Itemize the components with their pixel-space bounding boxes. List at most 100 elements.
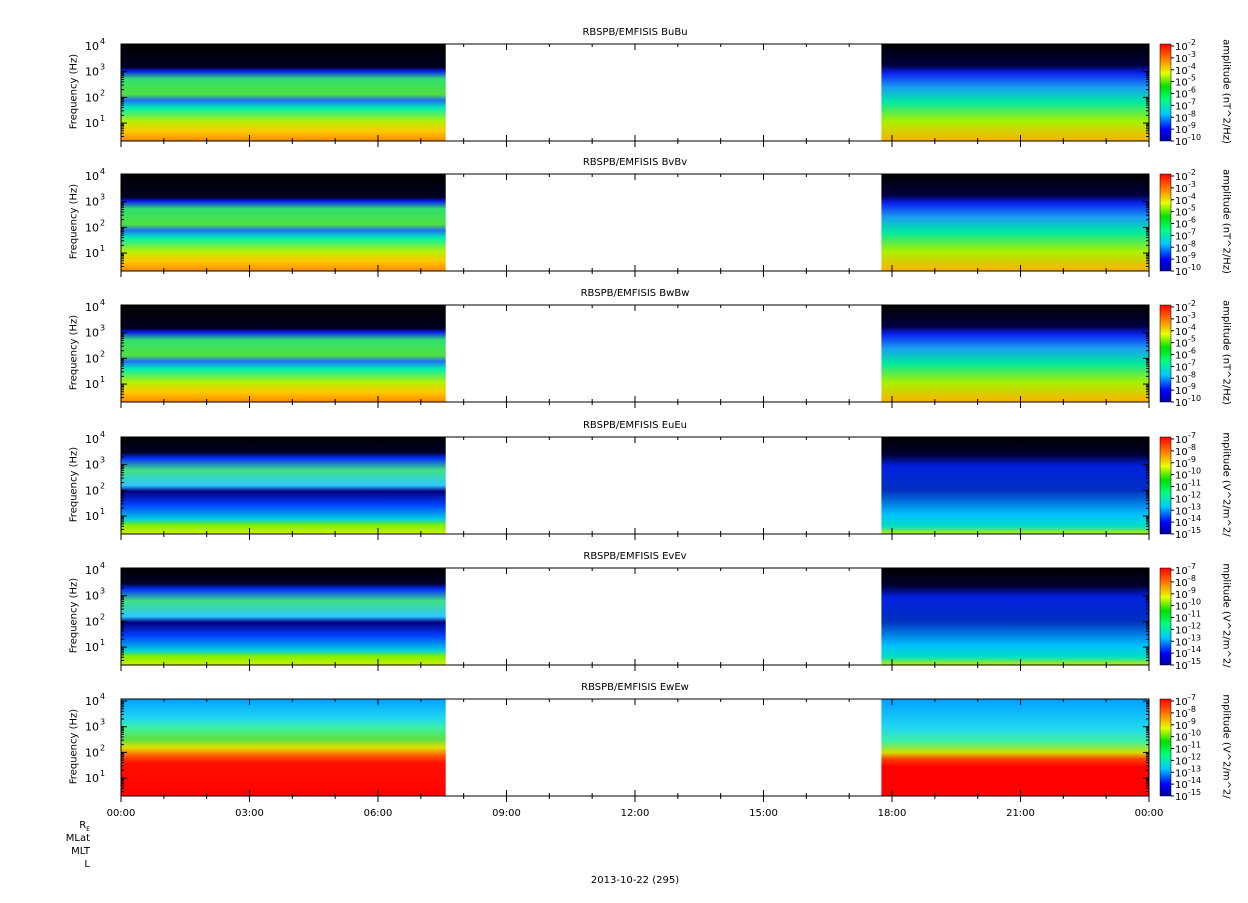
panel-title: RBSPB/EMFISIS EvEv bbox=[583, 551, 687, 562]
y-tick-exponent: 1 bbox=[100, 507, 105, 516]
colorbar-label: mplitude (V^2/m^2/ bbox=[1220, 693, 1232, 799]
spectrogram-left bbox=[121, 44, 446, 141]
colorbar-tick-exponent: -15 bbox=[1188, 657, 1201, 666]
y-tick-exponent: 4 bbox=[100, 561, 105, 570]
y-axis-label: Frequency (Hz) bbox=[68, 446, 80, 522]
colorbar-tick-label: 10 bbox=[1175, 54, 1188, 65]
y-tick-label: 10 bbox=[85, 695, 99, 708]
spectrogram-right bbox=[881, 699, 1149, 796]
colorbar-tick-label: 10 bbox=[1175, 745, 1188, 756]
colorbar-tick-exponent: -5 bbox=[1188, 335, 1196, 344]
spectrogram-left bbox=[121, 699, 446, 796]
data-gap bbox=[445, 568, 882, 665]
colorbar-tick-label: 10 bbox=[1175, 590, 1188, 601]
colorbar-label: mplitude (V^2/m^2/ bbox=[1220, 431, 1232, 537]
colorbar-tick-exponent: -8 bbox=[1188, 443, 1196, 452]
y-tick-label: 10 bbox=[85, 327, 99, 340]
colorbar-tick-label: 10 bbox=[1175, 243, 1188, 254]
colorbar-tick-label: 10 bbox=[1175, 733, 1188, 744]
spectrogram-right bbox=[881, 568, 1149, 665]
colorbar-tick-label: 10 bbox=[1175, 661, 1188, 672]
y-tick-exponent: 3 bbox=[100, 587, 105, 596]
colorbar-tick-exponent: -2 bbox=[1188, 299, 1196, 308]
footer-label-re: RE bbox=[79, 820, 90, 833]
colorbar-label: amplitude (nT^2/Hz) bbox=[1220, 168, 1232, 274]
panel-title: RBSPB/EMFISIS EuEu bbox=[582, 420, 688, 431]
y-tick-label: 10 bbox=[85, 590, 99, 603]
y-tick-label: 10 bbox=[85, 459, 99, 472]
y-tick-label: 10 bbox=[85, 117, 99, 130]
colorbar-tick-label: 10 bbox=[1175, 709, 1188, 720]
colorbar-tick-label: 10 bbox=[1175, 113, 1188, 124]
colorbar-tick-exponent: -10 bbox=[1188, 729, 1201, 738]
colorbar-tick-label: 10 bbox=[1175, 267, 1188, 278]
colorbar-tick-label: 10 bbox=[1175, 435, 1188, 446]
y-tick-exponent: 4 bbox=[100, 692, 105, 701]
colorbar-tick-exponent: -13 bbox=[1188, 502, 1201, 511]
data-gap bbox=[445, 174, 882, 271]
x-tick-label: 12:00 bbox=[621, 808, 650, 819]
colorbar-tick-label: 10 bbox=[1175, 137, 1188, 148]
y-tick-label: 10 bbox=[85, 378, 99, 391]
colorbar-frame bbox=[1159, 173, 1172, 272]
colorbar-tick-exponent: -3 bbox=[1188, 180, 1196, 189]
y-tick-label: 10 bbox=[85, 170, 99, 183]
colorbar-tick-label: 10 bbox=[1175, 339, 1188, 350]
spectrogram-right bbox=[881, 44, 1149, 141]
colorbar-tick-label: 10 bbox=[1175, 780, 1188, 791]
colorbar-tick-label: 10 bbox=[1175, 506, 1188, 517]
colorbar-tick-exponent: -10 bbox=[1188, 263, 1201, 272]
x-tick-label: 21:00 bbox=[1006, 808, 1035, 819]
y-tick-label: 10 bbox=[85, 641, 99, 654]
colorbar-tick-exponent: -11 bbox=[1188, 741, 1201, 750]
colorbar bbox=[1160, 568, 1171, 665]
colorbar-tick-exponent: -7 bbox=[1188, 562, 1196, 571]
colorbar-tick-label: 10 bbox=[1175, 578, 1188, 589]
colorbar-tick-label: 10 bbox=[1175, 398, 1188, 409]
colorbar-tick-label: 10 bbox=[1175, 42, 1188, 53]
spectrogram-left bbox=[121, 305, 446, 402]
colorbar-tick-label: 10 bbox=[1175, 101, 1188, 112]
colorbar-tick-exponent: -7 bbox=[1188, 97, 1196, 106]
colorbar-tick-label: 10 bbox=[1175, 303, 1188, 314]
colorbar-tick-exponent: -7 bbox=[1188, 358, 1196, 367]
colorbar-tick-label: 10 bbox=[1175, 90, 1188, 101]
y-tick-exponent: 2 bbox=[100, 612, 105, 621]
colorbar-tick-label: 10 bbox=[1175, 566, 1188, 577]
colorbar-tick-exponent: -8 bbox=[1188, 705, 1196, 714]
x-tick-label: 18:00 bbox=[878, 808, 907, 819]
colorbar-tick-label: 10 bbox=[1175, 362, 1188, 373]
colorbar-tick-exponent: -14 bbox=[1188, 645, 1201, 654]
colorbar-tick-label: 10 bbox=[1175, 459, 1188, 470]
y-axis-label: Frequency (Hz) bbox=[68, 183, 80, 259]
y-tick-label: 10 bbox=[85, 510, 99, 523]
colorbar-tick-exponent: -11 bbox=[1188, 610, 1201, 619]
y-tick-exponent: 4 bbox=[100, 430, 105, 439]
colorbar-tick-exponent: -9 bbox=[1188, 251, 1196, 260]
colorbar-tick-label: 10 bbox=[1175, 351, 1188, 362]
colorbar-frame bbox=[1159, 567, 1172, 666]
colorbar bbox=[1160, 44, 1171, 141]
colorbar-tick-exponent: -15 bbox=[1188, 788, 1201, 797]
colorbar-tick-exponent: -9 bbox=[1188, 455, 1196, 464]
colorbar-tick-exponent: -2 bbox=[1188, 168, 1196, 177]
colorbar-tick-label: 10 bbox=[1175, 721, 1188, 732]
y-tick-exponent: 4 bbox=[100, 298, 105, 307]
y-axis-label: Frequency (Hz) bbox=[68, 53, 80, 129]
colorbar-tick-exponent: -7 bbox=[1188, 431, 1196, 440]
colorbar-tick-label: 10 bbox=[1175, 518, 1188, 529]
colorbar-tick-label: 10 bbox=[1175, 447, 1188, 458]
colorbar-tick-label: 10 bbox=[1175, 756, 1188, 767]
y-tick-exponent: 3 bbox=[100, 456, 105, 465]
colorbar-tick-exponent: -15 bbox=[1188, 526, 1201, 535]
x-tick-label: 03:00 bbox=[235, 808, 264, 819]
y-tick-label: 10 bbox=[85, 352, 99, 365]
colorbar-tick-label: 10 bbox=[1175, 625, 1188, 636]
spectrogram-right bbox=[881, 437, 1149, 534]
y-tick-label: 10 bbox=[85, 564, 99, 577]
y-tick-exponent: 1 bbox=[100, 114, 105, 123]
colorbar-tick-exponent: -6 bbox=[1188, 347, 1196, 356]
